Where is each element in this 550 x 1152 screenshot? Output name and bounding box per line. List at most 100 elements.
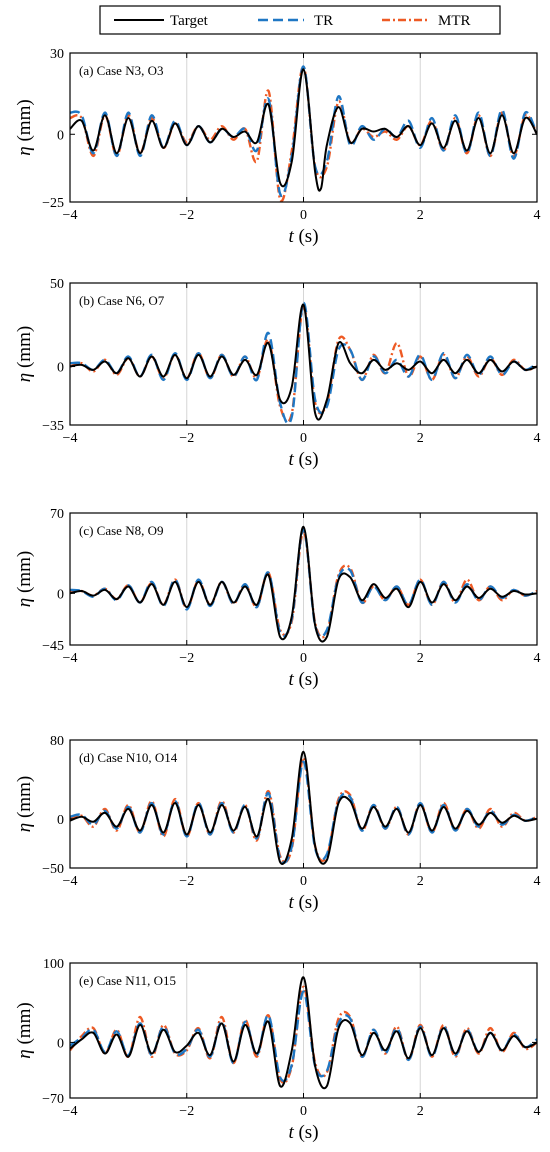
x-axis-symbol: t	[288, 669, 294, 690]
panel-label: (b) Case N6, O7	[79, 293, 165, 308]
y-tick-label: 0	[57, 361, 64, 376]
x-tick-label: 0	[300, 874, 307, 889]
y-tick-label: 50	[50, 277, 64, 292]
series-line-tr	[70, 527, 537, 639]
x-tick-label: 0	[300, 208, 307, 223]
x-axis-symbol: t	[288, 449, 294, 470]
series-line-target	[70, 750, 537, 865]
panel-label: (c) Case N8, O9	[79, 523, 163, 538]
y-tick-label: 70	[50, 507, 64, 522]
x-tick-label: −2	[179, 431, 194, 446]
x-axis-symbol: t	[288, 226, 294, 247]
series-group	[70, 976, 537, 1090]
x-tick-label: 4	[534, 1104, 541, 1119]
x-tick-label: 0	[300, 431, 307, 446]
y-tick-label: −50	[42, 862, 64, 877]
y-axis-unit: (mm)	[14, 551, 35, 598]
series-line-target	[70, 303, 537, 421]
y-axis-symbol: η	[14, 373, 35, 382]
y-tick-label: −35	[42, 419, 64, 434]
x-axis-symbol: t	[288, 892, 294, 913]
legend-box	[99, 5, 501, 35]
x-axis-unit: (s)	[294, 669, 319, 690]
panel-2: −4 −2 0 2 4 −35 0 50 (b) Case N6, O7 t (s) η (mm)	[14, 277, 541, 470]
series-group	[70, 301, 537, 425]
legend: Target TR MTR	[99, 5, 501, 35]
y-tick-label: 0	[57, 587, 64, 602]
x-axis-unit: (s)	[294, 226, 319, 247]
y-axis-label: η (mm)	[14, 99, 35, 155]
x-tick-label: −4	[63, 208, 78, 223]
y-tick-label: 0	[57, 128, 64, 143]
x-axis-unit: (s)	[294, 449, 319, 470]
y-axis-symbol: η	[14, 1049, 35, 1058]
x-tick-label: −2	[179, 651, 194, 666]
series-line-target	[70, 525, 537, 643]
y-axis-unit: (mm)	[14, 326, 35, 373]
y-tick-label: 80	[50, 734, 64, 749]
series-group	[70, 525, 537, 643]
x-tick-label: −4	[63, 874, 78, 889]
x-axis-label: t (s)	[288, 1122, 318, 1143]
legend-label-tr: TR	[314, 13, 333, 29]
x-axis-label: t (s)	[288, 449, 318, 470]
y-axis-symbol: η	[14, 146, 35, 155]
y-tick-label: −45	[42, 639, 64, 654]
panel-label: (d) Case N10, O14	[79, 750, 178, 765]
y-axis-unit: (mm)	[14, 99, 35, 146]
x-tick-label: −2	[179, 208, 194, 223]
panel-3: −4 −2 0 2 4 −45 0 70 (c) Case N8, O9 t (s) η (mm)	[14, 507, 541, 690]
x-tick-label: 2	[417, 874, 424, 889]
x-tick-label: 2	[417, 1104, 424, 1119]
y-axis-label: η (mm)	[14, 551, 35, 607]
y-tick-label: −70	[42, 1092, 64, 1107]
x-tick-label: 2	[417, 208, 424, 223]
x-axis-label: t (s)	[288, 892, 318, 913]
series-line-tr	[70, 301, 537, 425]
y-axis-unit: (mm)	[14, 776, 35, 823]
x-tick-label: 4	[534, 651, 541, 666]
legend-item-tr: TR	[258, 13, 333, 29]
x-tick-label: 4	[534, 431, 541, 446]
x-tick-label: 4	[534, 874, 541, 889]
x-tick-label: −4	[63, 1104, 78, 1119]
y-tick-label: 100	[43, 957, 64, 972]
y-axis-label: η (mm)	[14, 326, 35, 382]
panel-label: (a) Case N3, O3	[79, 63, 163, 78]
y-axis-symbol: η	[14, 823, 35, 832]
y-tick-label: 0	[57, 1036, 64, 1051]
series-line-tr	[70, 65, 537, 198]
x-tick-label: 2	[417, 431, 424, 446]
y-axis-label: η (mm)	[14, 1002, 35, 1058]
y-axis-label: η (mm)	[14, 776, 35, 832]
x-tick-label: −2	[179, 1104, 194, 1119]
y-axis-unit: (mm)	[14, 1002, 35, 1049]
panel-5: −4 −2 0 2 4 −70 0 100 (e) Case N11, O15 t (s) η (m…	[14, 957, 541, 1143]
y-tick-label: −25	[42, 196, 64, 211]
x-axis-unit: (s)	[294, 1122, 319, 1143]
x-tick-label: 0	[300, 651, 307, 666]
series-group	[70, 65, 537, 202]
x-tick-label: 4	[534, 208, 541, 223]
series-group	[70, 750, 537, 865]
panel-1: −4 −2 0 2 4 −25 0 30 (a) Case N3, O3 t (s) η (mm)	[14, 47, 541, 247]
x-tick-label: −4	[63, 431, 78, 446]
x-tick-label: −4	[63, 651, 78, 666]
x-axis-unit: (s)	[294, 892, 319, 913]
x-axis-label: t (s)	[288, 226, 318, 247]
legend-item-target: Target	[114, 13, 209, 29]
panel-label: (e) Case N11, O15	[79, 973, 176, 988]
x-tick-label: 0	[300, 1104, 307, 1119]
x-tick-label: 2	[417, 651, 424, 666]
panel-4: −4 −2 0 2 4 −50 0 80 (d) Case N10, O14 t (s) η (mm…	[14, 734, 541, 913]
legend-label-target: Target	[170, 13, 209, 29]
x-axis-symbol: t	[288, 1122, 294, 1143]
y-tick-label: 30	[50, 47, 64, 62]
legend-label-mtr: MTR	[438, 13, 471, 29]
y-tick-label: 0	[57, 813, 64, 828]
series-line-target	[70, 976, 537, 1090]
x-axis-label: t (s)	[288, 669, 318, 690]
y-axis-symbol: η	[14, 598, 35, 607]
